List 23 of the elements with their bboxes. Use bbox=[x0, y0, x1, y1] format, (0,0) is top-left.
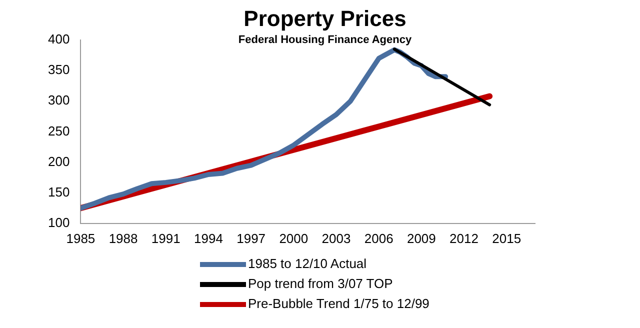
x-tick-label: 2015 bbox=[492, 230, 522, 246]
y-tick-label: 150 bbox=[48, 184, 70, 200]
x-tick-label: 1994 bbox=[194, 230, 223, 246]
x-tick-label: 2000 bbox=[279, 230, 308, 246]
chart-subtitle: Federal Housing Finance Agency bbox=[237, 34, 413, 46]
x-tick-label: 2006 bbox=[364, 230, 394, 246]
x-tick-label: 2009 bbox=[406, 230, 436, 246]
legend-label: Pre-Bubble Trend 1/75 to 12/99 bbox=[247, 295, 430, 313]
x-tick-label: 2003 bbox=[322, 230, 351, 246]
x-tick-label: 1997 bbox=[236, 230, 266, 246]
y-tick-label: 400 bbox=[48, 32, 70, 47]
legend-label: 1985 to 12/10 Actual bbox=[247, 255, 368, 273]
x-tick-label: 1991 bbox=[151, 230, 180, 246]
x-tick-label: 1985 bbox=[66, 230, 96, 246]
chart-title: Property Prices bbox=[242, 6, 408, 32]
y-tick-label: 100 bbox=[48, 214, 70, 230]
x-tick-label: 2012 bbox=[450, 230, 478, 246]
y-tick-label: 200 bbox=[48, 154, 70, 169]
legend-label: Pop trend from 3/07 TOP bbox=[247, 275, 394, 293]
y-tick-label: 300 bbox=[48, 92, 70, 108]
x-tick-label: 1988 bbox=[108, 230, 138, 246]
y-tick-label: 250 bbox=[48, 123, 70, 138]
y-tick-label: 350 bbox=[48, 62, 70, 78]
